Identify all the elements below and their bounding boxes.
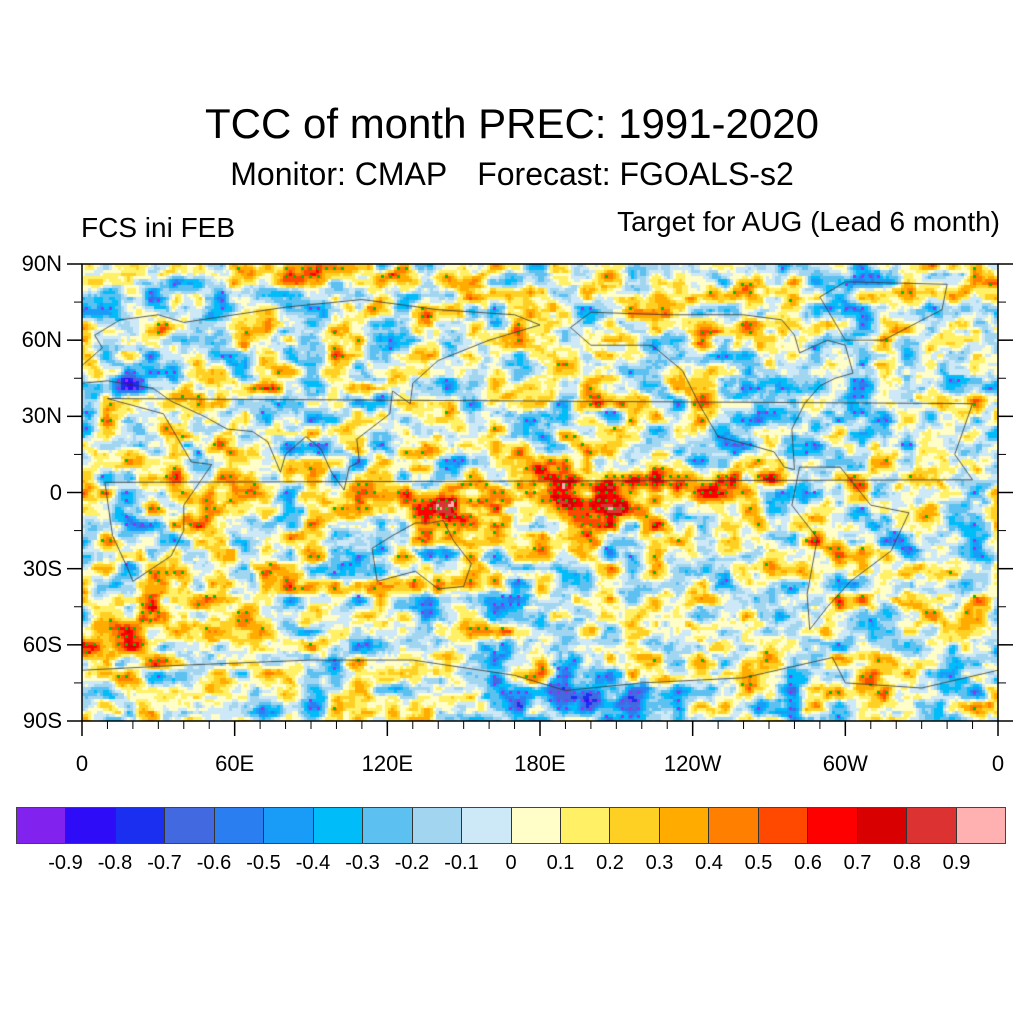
forecast-label: Forecast: FGOALS-s2 [477, 156, 794, 192]
colorbar-label: 0.9 [942, 852, 971, 874]
colorbar-swatch [808, 808, 858, 843]
colorbar-swatch [313, 808, 364, 843]
y-tick-label: 60S [22, 631, 62, 657]
colorbar-swatch [610, 808, 660, 843]
colorbar-label: 0.3 [645, 852, 674, 874]
colorbar-label: -0.8 [97, 852, 133, 874]
y-tick-label: 30N [21, 403, 62, 429]
x-tick-label: 60W [822, 751, 868, 776]
colorbar-label: 0.4 [695, 852, 723, 874]
colorbar-swatch [66, 808, 116, 843]
y-tick-label: 90S [22, 708, 62, 733]
colorbar-swatch [214, 808, 265, 843]
colorbar-swatch [363, 808, 413, 843]
colorbar-swatch [560, 808, 611, 843]
colorbar-swatch [857, 808, 908, 843]
y-tick-label: 30S [22, 555, 62, 581]
x-tick-label: 180E [514, 751, 566, 776]
colorbar-label: -0.1 [444, 852, 479, 874]
colorbar-swatch [264, 808, 314, 843]
colorbar-label: -0.6 [196, 852, 232, 874]
x-tick-label: 120E [361, 751, 414, 776]
colorbar-swatch [709, 808, 759, 843]
colorbar-swatch [659, 808, 710, 843]
x-tick-label: 0 [991, 751, 1005, 776]
colorbar-label: 0.2 [596, 852, 624, 874]
colorbar-swatch [462, 808, 512, 843]
monitor-label: Monitor: CMAP [230, 156, 448, 192]
x-tick-label: 120W [663, 751, 722, 776]
x-tick-label: 60E [215, 751, 255, 776]
colorbar-label: -0.3 [345, 852, 380, 874]
colorbar-label: 0.8 [893, 852, 921, 874]
colorbar-label: 0.5 [744, 852, 773, 874]
colorbar-swatch [115, 808, 166, 843]
colorbar-swatch [758, 808, 809, 843]
chart-subtitle: Monitor: CMAP Forecast: FGOALS-s2 [0, 156, 1024, 193]
colorbar-swatch [412, 808, 463, 843]
colorbar [16, 807, 1006, 844]
colorbar-label: -0.9 [48, 852, 83, 874]
colorbar-swatch [907, 808, 957, 843]
chart-title: TCC of month PREC: 1991-2020 [205, 100, 819, 147]
target-label: Target for AUG (Lead 6 month) [617, 206, 1000, 237]
colorbar-label: 0.6 [794, 852, 822, 874]
colorbar-swatch [956, 808, 1006, 843]
colorbar-swatch [165, 808, 215, 843]
colorbar-label: -0.2 [394, 852, 430, 874]
colorbar-label: -0.7 [147, 852, 182, 874]
initialization-label: FCS ini FEB [81, 212, 236, 243]
map-plot-area [82, 264, 998, 721]
y-tick-label: 60N [21, 327, 62, 353]
colorbar-label: -0.4 [295, 852, 331, 874]
colorbar-swatch [511, 808, 561, 843]
colorbar-label: 0.1 [546, 852, 575, 874]
colorbar-swatch [17, 808, 67, 843]
correlation-field [82, 264, 998, 721]
colorbar-label: 0.7 [843, 852, 872, 874]
colorbar-label: 0 [505, 852, 517, 874]
colorbar-label: -0.5 [246, 852, 281, 874]
x-tick-label: 0 [75, 751, 89, 776]
y-tick-label: 0 [49, 479, 62, 505]
y-tick-label: 90N [21, 251, 62, 276]
